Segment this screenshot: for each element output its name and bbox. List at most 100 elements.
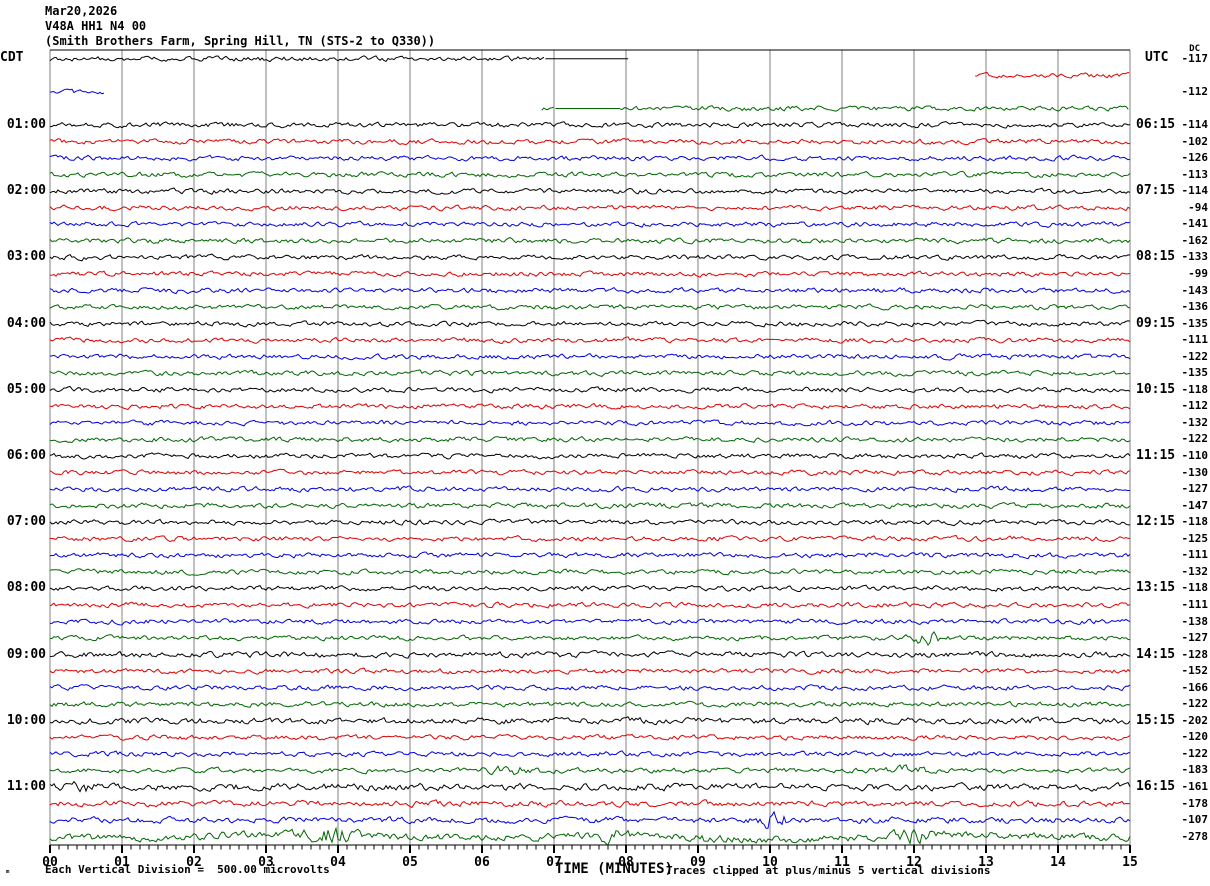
seismic-trace-green	[49, 303, 1131, 311]
seismic-trace-red	[49, 336, 1131, 345]
dc-value: -130	[1181, 465, 1209, 479]
left-time-label: 05:00	[6, 381, 46, 397]
dc-value: -125	[1181, 531, 1209, 545]
clip-note: Traces clipped at plus/minus 5 vertical …	[666, 864, 991, 877]
seismic-trace-black	[49, 55, 545, 63]
left-time-label: 01:00	[6, 117, 46, 132]
seismic-trace-blue	[49, 88, 105, 95]
dc-value: -128	[1181, 647, 1209, 661]
x-tick-label: 14	[1050, 855, 1066, 870]
utc-label: UTC	[1145, 50, 1169, 65]
seismic-trace-black	[49, 518, 1131, 527]
dc-value: -118	[1181, 515, 1209, 529]
x-tick-label: 13	[978, 855, 994, 870]
x-tick-label: 12	[906, 855, 922, 870]
dc-value: -147	[1181, 498, 1209, 512]
seismic-trace-black	[49, 452, 1131, 460]
seismic-trace-blue	[49, 353, 1131, 361]
dc-value: -122	[1181, 746, 1209, 760]
seismic-trace-red	[49, 270, 1131, 278]
dc-value: -166	[1181, 680, 1209, 694]
seismic-trace-black	[49, 187, 1131, 195]
seismic-trace-black	[49, 121, 1131, 129]
dc-value: -127	[1181, 631, 1209, 645]
dc-value: -278	[1181, 829, 1209, 843]
dc-value: -114	[1181, 118, 1209, 131]
seismic-trace-red	[975, 71, 1130, 79]
dc-value: -127	[1181, 482, 1209, 496]
seismic-trace-blue	[49, 485, 1131, 493]
left-time-label: 06:00	[6, 448, 46, 463]
right-time-label: 12:15	[1136, 514, 1176, 530]
seismic-trace-green	[49, 568, 1131, 576]
right-time-label: 11:15	[1136, 448, 1176, 463]
left-time-label: 04:00	[6, 315, 46, 331]
dc-value: -112	[1181, 84, 1209, 98]
seismic-trace-black	[49, 716, 1131, 726]
right-time-label: 06:15	[1136, 117, 1176, 132]
seismic-trace-red	[49, 402, 1131, 411]
seismic-trace-green	[49, 631, 1131, 646]
seismic-trace-black	[49, 780, 1131, 793]
right-time-label: 10:15	[1136, 381, 1176, 397]
dc-value: -107	[1181, 813, 1209, 827]
dc-value: -118	[1181, 581, 1209, 595]
seismic-trace-green	[49, 501, 1131, 510]
corner-glyph: ₘ	[5, 866, 11, 876]
dc-value: -126	[1181, 151, 1209, 165]
x-tick-label: 02	[186, 855, 202, 870]
left-time-label: 08:00	[6, 580, 46, 596]
dc-value: -102	[1181, 134, 1209, 148]
dc-value: -132	[1181, 415, 1209, 429]
right-time-label: 15:15	[1136, 712, 1176, 728]
seismic-trace-black	[49, 319, 1131, 328]
x-tick-label: 01	[114, 855, 130, 870]
title-date: Mar20,2026	[45, 4, 118, 18]
scale-note: Each Vertical Division = 500.00 microvol…	[45, 863, 330, 876]
seismic-trace-red	[49, 204, 1131, 212]
seismic-trace-green	[49, 826, 1131, 846]
dc-value: -135	[1181, 316, 1209, 330]
seismic-trace-green	[620, 105, 1129, 112]
dc-value: -111	[1181, 333, 1209, 347]
seismic-trace-black	[49, 584, 1131, 592]
seismic-trace-blue	[49, 419, 1131, 427]
x-tick-label: 06	[474, 855, 490, 870]
seismic-trace-red	[49, 137, 1131, 146]
dc-header: DC	[1189, 44, 1200, 54]
right-time-label: 08:15	[1136, 249, 1176, 265]
dc-value: -161	[1181, 780, 1209, 793]
dc-value: -178	[1181, 796, 1209, 810]
seismic-trace-blue	[49, 810, 1131, 829]
seismic-trace-blue	[49, 220, 1131, 228]
seismic-trace-green	[49, 700, 1131, 708]
dc-value: -136	[1181, 300, 1209, 314]
dc-value: -122	[1181, 349, 1209, 363]
right-time-label: 09:15	[1136, 315, 1176, 331]
left-time-label: 11:00	[6, 779, 46, 794]
left-time-label: 02:00	[6, 183, 46, 199]
seismic-trace-blue	[49, 551, 1131, 560]
seismic-trace-blue	[49, 750, 1131, 758]
seismic-trace-red	[50, 534, 1131, 543]
right-time-label: 16:15	[1136, 779, 1176, 794]
x-tick-label: 00	[42, 855, 58, 870]
dc-value: -122	[1181, 697, 1209, 711]
dc-value: -122	[1181, 432, 1209, 446]
right-time-label: 07:15	[1136, 183, 1176, 199]
left-time-label: 10:00	[6, 712, 46, 728]
x-tick-label: 05	[402, 855, 418, 870]
dc-value: -118	[1181, 382, 1209, 396]
title-station: V48A HH1 N4 00	[45, 19, 147, 33]
x-tick-label: 11	[834, 855, 850, 870]
dc-value: -114	[1181, 184, 1209, 198]
seismic-trace-green	[49, 435, 1131, 444]
x-tick-label: 09	[690, 855, 706, 870]
x-tick-label: 03	[258, 855, 274, 870]
dc-value: -135	[1181, 366, 1209, 380]
seismic-trace-blue	[50, 618, 1131, 626]
left-time-label: 09:00	[6, 646, 46, 662]
right-time-label: 14:15	[1136, 646, 1176, 662]
seismic-trace-red	[49, 733, 1131, 741]
